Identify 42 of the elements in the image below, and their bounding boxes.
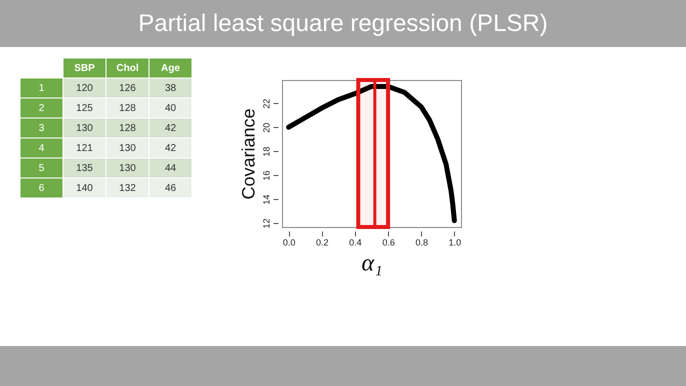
y-tick-label: 16: [262, 170, 272, 181]
data-label: 140: [76, 183, 94, 194]
data-label: 42: [164, 123, 176, 134]
data-label: 130: [119, 163, 136, 174]
x-tick-label: 0.0: [282, 238, 296, 248]
data-label: 130: [76, 123, 94, 134]
data-label: 46: [164, 183, 176, 194]
data-label: 42: [164, 143, 176, 154]
x-tick-label: 0.2: [316, 238, 329, 248]
data-label: 132: [119, 183, 136, 194]
data-label: 126: [119, 83, 136, 94]
data-label: 40: [164, 103, 176, 114]
data-label: 130: [119, 143, 136, 154]
y-tick-label: 3: [38, 123, 45, 134]
x-tick-label: 0.8: [415, 238, 428, 248]
x-tick-label: 1.0: [448, 238, 462, 248]
y-tick-label: 1: [38, 83, 45, 94]
y-axis-title: Covariance: [238, 108, 258, 200]
x-axis-title: α₁: [362, 250, 382, 276]
data-label: 38: [164, 83, 176, 94]
y-tick-label: 2: [38, 103, 45, 114]
data-label: 128: [119, 123, 136, 134]
x-tick-label: 0.6: [382, 238, 395, 248]
x-tick-label: SBP: [74, 63, 96, 74]
y-tick-label: 22: [262, 98, 272, 109]
x-tick-label: Chol: [116, 63, 139, 74]
y-tick-label: 12: [262, 218, 272, 229]
y-tick-label: 18: [262, 146, 272, 157]
y-tick-label: 4: [38, 143, 45, 154]
data-label: 121: [76, 143, 94, 154]
data-label: 120: [76, 83, 94, 94]
chart-title: Partial least square regression (PLSR): [0, 0, 686, 47]
x-tick-label: 0.4: [349, 238, 362, 248]
y-tick-label: 5: [38, 163, 45, 174]
y-tick-label: 6: [38, 183, 45, 194]
x-tick-label: Age: [161, 63, 180, 74]
data-label: 125: [76, 103, 94, 114]
data-label: 135: [76, 163, 94, 174]
y-tick-label: 14: [262, 194, 272, 205]
data-label: 44: [164, 163, 176, 174]
y-tick-label: 20: [262, 122, 272, 133]
data-label: 128: [119, 103, 136, 114]
